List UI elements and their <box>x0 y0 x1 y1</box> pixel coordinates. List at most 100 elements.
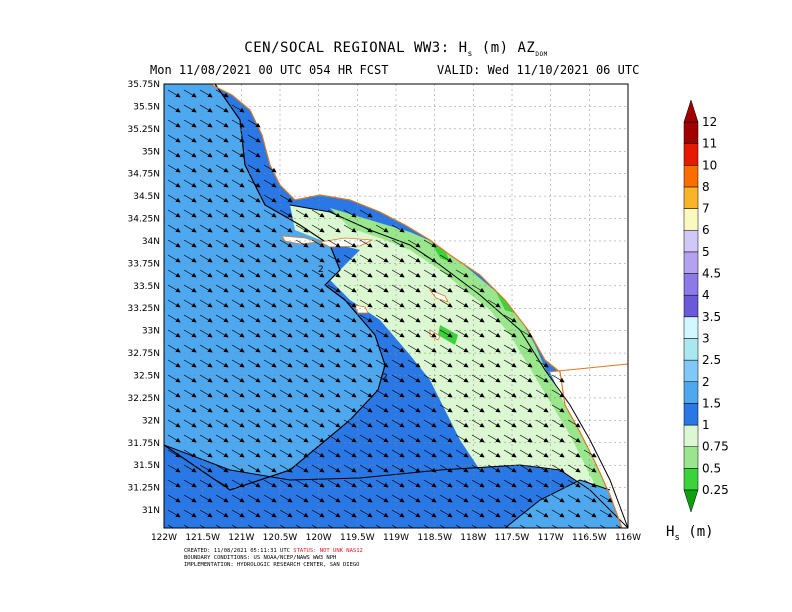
wave-arrow-head <box>209 527 211 528</box>
wave-arrow-head <box>287 512 293 518</box>
lat-tick-label: 33.5N <box>133 282 160 292</box>
footer-created: CREATED: 11/08/2021 05:11:31 UTC STATUS:… <box>184 548 363 554</box>
wave-arrow-head <box>399 437 405 443</box>
wave-arrow-head <box>175 482 181 488</box>
colorbar-level-label: 4.5 <box>702 267 721 281</box>
wave-arrow-head <box>399 227 405 233</box>
wave-arrow-head <box>287 197 293 203</box>
wave-arrow-head <box>175 242 181 248</box>
wave-arrow-head <box>303 212 309 218</box>
contour-2m <box>164 84 386 491</box>
wave-arrow-head <box>447 392 453 398</box>
wave-arrow-head <box>175 272 181 278</box>
wave-arrow-head <box>495 512 501 518</box>
colorbar-level-label: 3 <box>702 331 710 345</box>
chart-title: CEN/SOCAL REGIONAL WW3: Hs (m) AZDOM <box>244 40 548 58</box>
wave-arrow-head <box>287 212 293 218</box>
contour-label: 2 <box>318 265 324 275</box>
wave-arrow-head <box>495 467 501 473</box>
wave-arrow-head <box>479 347 485 353</box>
wave-arrow-head <box>255 137 261 143</box>
wave-arrow-head <box>271 167 277 173</box>
wave-arrow-head <box>335 347 341 353</box>
wave-arrow-head <box>561 527 563 528</box>
wave-arrow-head <box>303 467 309 473</box>
wave-arrow-head <box>383 377 389 383</box>
wave-arrow-head <box>175 437 181 443</box>
wave-arrow-head <box>175 167 181 173</box>
wave-arrow-head <box>207 347 213 353</box>
wave-arrow-head <box>239 257 245 263</box>
wave-arrow-head <box>383 272 389 278</box>
wave-arrow-head <box>191 437 197 443</box>
wave-arrow-head <box>479 467 485 473</box>
wave-arrow-head <box>335 482 341 488</box>
wave-arrow-head <box>415 482 421 488</box>
wave-arrow-head <box>287 377 293 383</box>
island <box>318 237 374 248</box>
wave-arrow-head <box>207 137 213 143</box>
wave-arrow-head <box>271 437 277 443</box>
wave-arrow <box>487 524 494 528</box>
wave-arrow-head <box>223 257 229 263</box>
wave-arrow-head <box>255 167 261 173</box>
wave-arrow-head <box>447 377 453 383</box>
wave-arrow-head <box>287 257 293 263</box>
wave-arrow-head <box>367 212 373 218</box>
latitude-labels: 35.75N 35.5N 35.25N 35N 34.75N 34.5N 34.25N 34N… <box>128 80 161 516</box>
wave-arrow-head <box>255 302 261 308</box>
wave-arrow <box>503 524 510 528</box>
colorbar-swatch <box>683 359 699 383</box>
wave-arrow-head <box>303 392 309 398</box>
wave-arrow-head <box>545 527 547 528</box>
wave-arrow-head <box>239 242 245 248</box>
lat-tick-label: 33.25N <box>128 304 161 314</box>
wave-arrow-head <box>239 362 245 368</box>
wave-arrow-head <box>447 272 453 278</box>
colorbar-high-triangle <box>683 99 699 123</box>
wave-arrow-head <box>303 377 309 383</box>
wave-arrow-head <box>335 287 341 293</box>
wave-arrow-head <box>511 437 517 443</box>
lat-tick-label: 34.25N <box>128 215 161 225</box>
wave-arrow-head <box>511 377 517 383</box>
wave-arrow-head <box>271 452 277 458</box>
wave-arrow-head <box>239 137 245 143</box>
wave-arrow-head <box>575 512 581 518</box>
wave-arrow-head <box>415 302 421 308</box>
wave-arrow-head <box>481 527 483 528</box>
wave-arrow-head <box>255 512 261 518</box>
wave-arrow-head <box>447 422 453 428</box>
wave-arrow-head <box>191 197 197 203</box>
wave-arrow-head <box>335 497 341 503</box>
wave-arrow-head <box>495 482 501 488</box>
wave-arrow <box>231 524 238 528</box>
wave-arrow-head <box>367 452 373 458</box>
wave-arrow-head <box>479 497 485 503</box>
wave-arrow-head <box>415 347 421 353</box>
lat-tick-label: 34N <box>142 237 160 247</box>
wave-arrow-head <box>559 422 565 428</box>
wave-arrow-head <box>239 332 245 338</box>
wave-arrow-head <box>255 407 261 413</box>
wave-arrow-head <box>335 437 341 443</box>
wave-arrow-head <box>319 332 325 338</box>
wave-arrow-head <box>191 422 197 428</box>
wave-arrow-head <box>495 422 501 428</box>
colorbar-swatch <box>683 403 699 426</box>
wave-arrow-head <box>303 362 309 368</box>
wave-arrow-head <box>479 332 485 338</box>
wave-arrow-head <box>175 152 181 158</box>
wave-arrow-head <box>367 302 373 308</box>
wave-arrow-head <box>575 437 581 443</box>
wave-arrow-head <box>191 152 197 158</box>
wave-arrow-head <box>255 227 261 233</box>
wave-arrow-head <box>495 407 501 413</box>
wave-arrow <box>455 524 462 528</box>
wave-arrow-head <box>239 512 245 518</box>
wave-arrow <box>247 524 254 528</box>
wave-arrow-head <box>255 182 261 188</box>
valid-time-label: VALID: Wed 11/10/2021 06 UTC <box>437 63 640 77</box>
wave-arrow-head <box>223 407 229 413</box>
wave-arrow-head <box>367 482 373 488</box>
